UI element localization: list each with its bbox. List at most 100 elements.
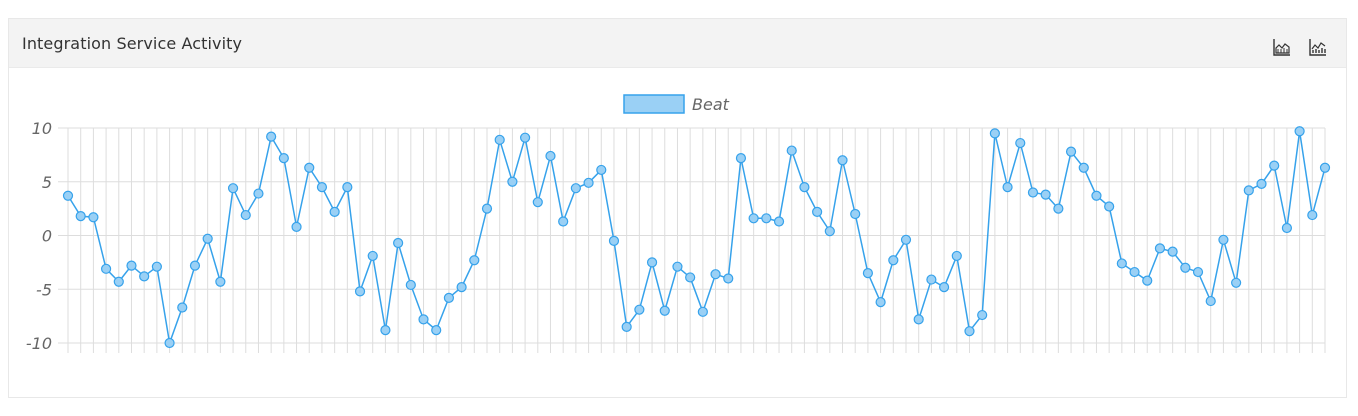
- data-point: [1078, 162, 1089, 173]
- data-point: [583, 177, 594, 188]
- data-point: [697, 306, 708, 317]
- data-point: [405, 279, 416, 291]
- data-point: [215, 276, 226, 287]
- y-tick-label: 5: [42, 173, 52, 192]
- data-point: [888, 255, 899, 266]
- data-point: [1319, 162, 1331, 173]
- data-point: [1281, 222, 1293, 234]
- data-point: [1243, 185, 1254, 196]
- data-point: [1256, 178, 1267, 189]
- data-point: [824, 226, 835, 237]
- data-point: [481, 203, 493, 214]
- data-point: [469, 255, 480, 266]
- data-point: [342, 182, 353, 193]
- data-point: [1065, 146, 1077, 157]
- data-point: [380, 325, 391, 336]
- data-point: [291, 221, 302, 232]
- panel-title: Integration Service Activity: [22, 34, 243, 53]
- data-point: [735, 153, 747, 164]
- panel-header: Integration Service Activity: [9, 19, 1346, 68]
- data-point: [1294, 126, 1305, 137]
- header-tools: [1272, 37, 1328, 57]
- data-point: [1104, 201, 1115, 212]
- data-point: [1142, 275, 1153, 286]
- data-point: [62, 190, 74, 201]
- data-point: [1015, 137, 1026, 149]
- data-point: [723, 273, 734, 284]
- y-tick-label: 0: [42, 227, 52, 246]
- data-point: [1205, 295, 1216, 307]
- data-point: [1027, 187, 1039, 198]
- data-point: [1002, 182, 1013, 193]
- data-point: [558, 216, 569, 227]
- data-point: [1307, 209, 1318, 221]
- data-point: [1269, 160, 1280, 171]
- data-point: [608, 235, 620, 246]
- data-point: [596, 164, 607, 176]
- data-point: [900, 234, 912, 245]
- data-point: [1180, 262, 1191, 273]
- data-point: [304, 162, 315, 173]
- data-point: [354, 286, 366, 297]
- data-point: [278, 153, 289, 164]
- data-point: [862, 268, 874, 279]
- data-point: [418, 314, 429, 325]
- data-point: [812, 206, 823, 217]
- data-point: [685, 272, 696, 283]
- data-point: [748, 213, 759, 224]
- data-point: [761, 213, 772, 224]
- data-point: [316, 182, 328, 193]
- y-tick-label: -10: [26, 334, 52, 353]
- data-point: [151, 261, 162, 272]
- data-point: [240, 209, 251, 221]
- data-point: [75, 211, 86, 222]
- data-point: [646, 257, 658, 268]
- series-line-beat: [67, 131, 1326, 346]
- data-point: [634, 304, 645, 315]
- data-point: [913, 314, 924, 325]
- data-point: [837, 155, 848, 166]
- data-point: [659, 305, 670, 316]
- data-point: [519, 132, 531, 143]
- data-point: [507, 176, 518, 187]
- data-point: [786, 145, 797, 156]
- data-point: [951, 250, 962, 262]
- data-point: [177, 302, 188, 313]
- data-point: [1053, 203, 1064, 214]
- data-point: [1167, 246, 1178, 257]
- data-point: [443, 292, 455, 303]
- data-point: [938, 282, 950, 293]
- data-point: [100, 263, 112, 274]
- data-point: [672, 261, 683, 272]
- data-point: [227, 183, 239, 194]
- line-chart-icon[interactable]: [1308, 37, 1328, 57]
- data-point: [875, 297, 886, 308]
- data-point: [1116, 258, 1127, 269]
- data-point: [164, 337, 175, 349]
- data-point: [1192, 266, 1204, 278]
- data-point: [189, 260, 201, 271]
- data-point: [139, 271, 150, 282]
- data-point: [532, 197, 543, 208]
- data-point: [621, 321, 632, 332]
- data-point: [1154, 243, 1166, 254]
- data-point: [253, 188, 264, 199]
- data-point: [799, 182, 810, 193]
- data-point: [202, 233, 213, 244]
- legend-swatch-beat: [623, 94, 685, 114]
- data-point: [1231, 277, 1242, 288]
- y-tick-label: 10: [32, 119, 52, 138]
- data-point: [964, 326, 975, 337]
- data-point: [545, 150, 556, 162]
- data-point: [989, 128, 1000, 139]
- data-point: [367, 250, 378, 262]
- data-point: [850, 208, 861, 220]
- data-point: [926, 274, 937, 285]
- y-tick-label: -5: [36, 280, 52, 299]
- data-point: [1040, 189, 1051, 200]
- data-point: [773, 216, 785, 227]
- data-point: [1129, 266, 1140, 278]
- data-point: [113, 276, 124, 287]
- area-chart-icon[interactable]: [1272, 37, 1292, 57]
